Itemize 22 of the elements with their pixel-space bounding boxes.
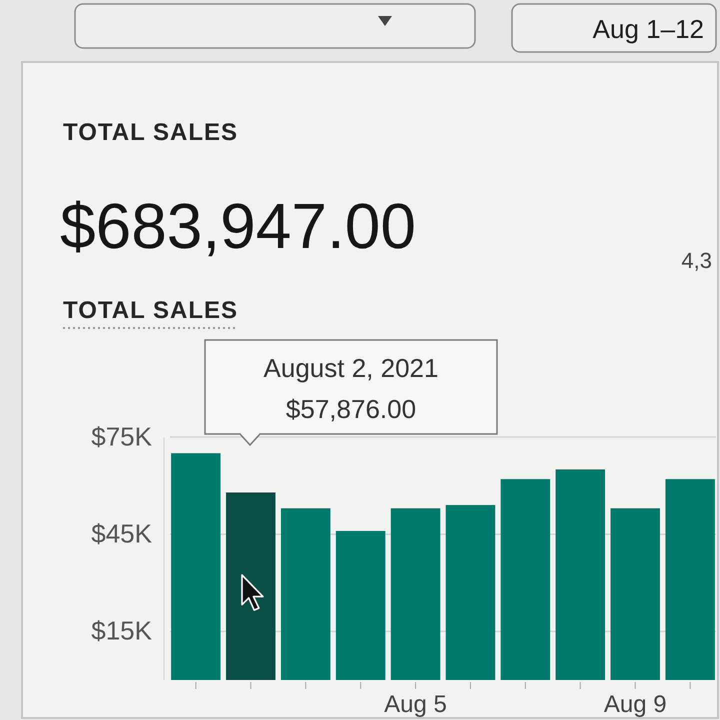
x-tick-label: Aug 5 bbox=[384, 691, 447, 718]
bar bbox=[336, 530, 386, 680]
bar bbox=[390, 508, 440, 680]
bar bbox=[556, 469, 606, 680]
chart-subtitle: $683,947.00 bbox=[60, 190, 416, 262]
bar bbox=[171, 453, 221, 680]
y-tick-label: $45K bbox=[91, 518, 153, 549]
chart-title: TOTAL SALES bbox=[63, 119, 238, 146]
text: $57,876.00 bbox=[286, 394, 416, 424]
text: 4,3 bbox=[681, 248, 712, 273]
text: TOTAL SALES bbox=[63, 297, 238, 324]
y-tick-label: $75K bbox=[91, 421, 153, 452]
text: August 2, 2021 bbox=[264, 353, 438, 383]
x-tick-label: Aug 9 bbox=[604, 691, 667, 718]
bar bbox=[665, 479, 715, 680]
bar bbox=[446, 505, 496, 680]
bar bbox=[500, 479, 550, 680]
bar bbox=[226, 492, 276, 680]
y-tick-label: $15K bbox=[91, 616, 153, 646]
bar bbox=[610, 508, 660, 680]
bar bbox=[280, 508, 330, 680]
text: Aug 1–12 bbox=[592, 14, 704, 44]
